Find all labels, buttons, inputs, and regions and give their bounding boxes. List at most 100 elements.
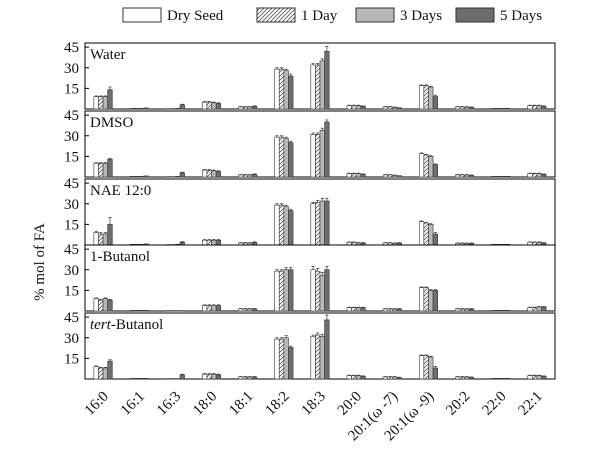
bar xyxy=(238,376,244,380)
x-tick-label: 18:3 xyxy=(299,389,329,419)
bar xyxy=(274,204,280,246)
bar xyxy=(351,375,357,380)
bar xyxy=(310,134,316,178)
bar xyxy=(202,239,208,246)
legend-swatch xyxy=(455,7,495,23)
bar xyxy=(382,376,389,380)
y-tick-label: 30 xyxy=(64,263,79,279)
bar xyxy=(310,336,316,380)
y-tick-label: 45 xyxy=(64,310,79,326)
bar xyxy=(418,355,425,380)
bar xyxy=(179,172,185,178)
bar xyxy=(129,310,135,312)
bar xyxy=(283,206,289,246)
bar xyxy=(423,355,429,380)
panel-label: tert-Butanol xyxy=(90,317,163,333)
bar xyxy=(251,376,258,380)
panels: 15 30 45 Water 15 30 45 DMSO 15 30 45 NAE 12:0 15 30 4… xyxy=(64,40,556,380)
bar xyxy=(455,174,461,178)
y-tick-label: 45 xyxy=(64,242,79,258)
panel-label: Water xyxy=(90,47,125,63)
bar xyxy=(211,102,217,110)
bar xyxy=(532,105,538,110)
bar xyxy=(527,307,533,312)
bar xyxy=(495,378,502,380)
bar xyxy=(93,162,99,178)
bar xyxy=(428,86,434,110)
y-tick-label: 30 xyxy=(64,197,79,213)
bar xyxy=(360,375,366,380)
bar xyxy=(215,171,222,178)
x-tick-label: 20:0 xyxy=(335,389,365,419)
panel-label: 1-Butanol xyxy=(90,249,150,265)
bar xyxy=(491,310,497,312)
bar xyxy=(138,378,145,380)
bar xyxy=(500,108,506,110)
bar xyxy=(324,200,330,246)
bar xyxy=(455,376,461,380)
bar xyxy=(107,224,113,246)
bar xyxy=(238,308,244,312)
bar xyxy=(247,308,253,312)
x-tick-label: 18:1 xyxy=(226,389,256,419)
bar xyxy=(392,175,398,178)
bar xyxy=(324,121,330,178)
bar xyxy=(179,310,185,312)
bar xyxy=(288,269,294,312)
bar xyxy=(428,290,434,312)
bar xyxy=(315,270,321,312)
bar xyxy=(392,107,398,110)
y-tick-label: 15 xyxy=(64,81,79,97)
bar xyxy=(459,106,465,110)
bar xyxy=(455,106,461,110)
bar xyxy=(527,173,533,178)
bar xyxy=(242,308,248,312)
bar xyxy=(541,105,547,110)
bar xyxy=(129,108,135,110)
bar xyxy=(206,305,212,312)
bar xyxy=(138,176,145,178)
x-tick-label: 18:0 xyxy=(190,389,220,419)
bar xyxy=(324,269,330,312)
bar xyxy=(134,108,140,110)
panel: 15 30 45 NAE 12:0 xyxy=(64,176,556,246)
bar xyxy=(536,306,542,312)
bar xyxy=(278,136,285,178)
bar xyxy=(278,270,285,312)
bar xyxy=(179,104,185,110)
bar xyxy=(324,319,330,380)
bar xyxy=(346,173,352,178)
x-tick-label: 18:2 xyxy=(263,389,293,419)
bar xyxy=(324,50,330,110)
bar xyxy=(500,176,506,178)
x-tick-label: 16:3 xyxy=(154,389,184,419)
y-tick-label: 45 xyxy=(64,40,79,56)
bar xyxy=(242,106,248,110)
panel: 15 30 45 Water xyxy=(64,40,556,110)
bar xyxy=(165,378,172,380)
bar xyxy=(238,174,244,178)
bar xyxy=(98,233,104,246)
bar xyxy=(283,337,289,380)
x-tick-label: 22:1 xyxy=(516,389,546,419)
bar xyxy=(175,108,181,110)
legend-swatch xyxy=(355,7,395,23)
bar xyxy=(418,85,425,110)
bar xyxy=(134,310,140,312)
bar xyxy=(215,239,222,246)
bar xyxy=(315,334,321,380)
bar xyxy=(491,176,497,178)
bar xyxy=(464,376,470,380)
bar xyxy=(495,108,502,110)
bar xyxy=(536,173,542,178)
bar xyxy=(165,176,172,178)
bar xyxy=(382,174,389,178)
y-tick-label: 15 xyxy=(64,351,79,367)
panel-label: DMSO xyxy=(90,115,134,131)
bar xyxy=(206,169,212,178)
bar xyxy=(423,222,429,246)
x-tick-label: 22:0 xyxy=(479,389,509,419)
bar xyxy=(468,175,475,178)
bar xyxy=(428,224,434,246)
bar xyxy=(392,376,398,380)
